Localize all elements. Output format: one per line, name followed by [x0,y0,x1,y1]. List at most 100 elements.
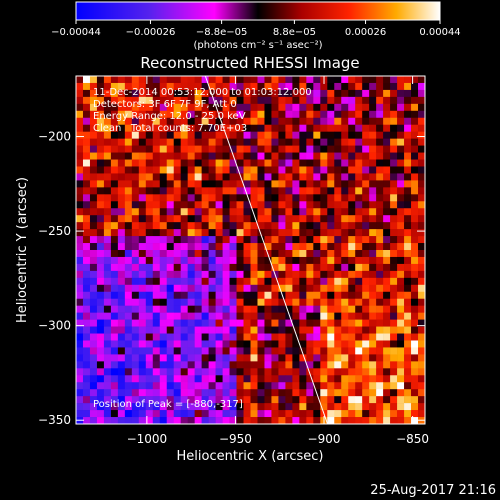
heatmap-cell [187,208,195,216]
heatmap-cell [292,263,300,272]
heatmap-cell [278,250,286,258]
heatmap-cell [243,256,251,265]
heatmap-cell [271,263,279,272]
heatmap-cell [229,403,237,411]
heatmap-cell [201,96,209,105]
heatmap-cell [82,103,91,112]
heatmap-cell [383,243,391,251]
heatmap-cell [187,117,195,126]
heatmap-cell [82,229,91,237]
heatmap-cell [89,173,98,181]
heatmap-cell [243,194,251,202]
heatmap-cell [110,180,119,188]
heatmap-cell [222,201,230,209]
heatmap-cell [236,417,244,424]
heatmap-cell [313,103,321,112]
heatmap-cell [236,333,244,341]
heatmap-cell [124,222,133,230]
heatmap-cell [257,277,265,286]
heatmap-cell [229,319,237,327]
heatmap-cell [306,229,314,237]
heatmap-cell [278,312,286,320]
heatmap-cell [131,284,140,293]
heatmap-cell [404,291,412,300]
heatmap-cell [194,305,202,313]
heatmap-cell [418,396,425,404]
heatmap-cell [278,403,286,411]
heatmap-cell [411,229,419,237]
heatmap-cell [411,159,419,167]
heatmap-cell [327,76,335,84]
heatmap-cell [257,382,265,390]
heatmap-cell [201,277,209,286]
heatmap-cell [236,180,244,188]
heatmap-cell [397,368,405,376]
heatmap-cell [138,319,147,327]
heatmap-cell [320,194,328,202]
heatmap-cell [341,270,349,279]
heatmap-cell [278,319,286,327]
heatmap-cell [131,243,140,251]
heatmap-cell [124,410,133,418]
heatmap-cell [243,305,251,313]
heatmap-cell [369,166,377,174]
heatmap-cell [383,131,391,139]
heatmap-cell [103,173,112,181]
heatmap-cell [229,159,237,167]
heatmap-cell [173,89,181,98]
heatmap-cell [257,368,265,376]
heatmap-cell [117,326,126,334]
heatmap-cell [96,277,105,286]
heatmap-cell [229,110,237,119]
heatmap-cell [124,103,133,112]
heatmap-cell [341,312,349,320]
heatmap-cell [215,319,223,327]
y-axis-ticks: −200−250−300−350 [38,130,425,427]
heatmap-cell [418,312,425,320]
heatmap-cell [285,333,293,341]
heatmap-cell [285,166,293,174]
heatmap-cell [341,117,349,126]
heatmap-cell [299,277,307,286]
heatmap-cell [278,417,286,424]
heatmap-cell [404,382,412,390]
heatmap-cell [201,396,209,404]
heatmap-cell [257,403,265,411]
heatmap-cell [243,354,251,362]
heatmap-cell [201,270,209,279]
heatmap-cell [250,187,258,195]
heatmap-cell [383,256,391,265]
heatmap-cell [355,312,363,320]
heatmap-cell [173,173,181,181]
heatmap-cell [383,396,391,404]
heatmap-cell [110,215,119,223]
heatmap-cell [292,410,300,418]
heatmap-cell [215,187,223,195]
heatmap-cell [117,173,126,181]
heatmap-cell [82,76,91,84]
heatmap-cell [271,131,279,139]
heatmap-cell [362,103,370,112]
heatmap-cell [383,263,391,272]
heatmap-cell [404,138,412,146]
heatmap-cell [341,284,349,293]
heatmap-cell [76,389,84,397]
heatmap-cell [264,96,272,105]
heatmap-cell [117,284,126,293]
heatmap-cell [348,180,356,188]
heatmap-cell [334,263,342,272]
heatmap-cell [124,131,133,139]
heatmap-cell [285,145,293,153]
heatmap-cell [145,124,154,132]
heatmap-cell [152,76,161,84]
heatmap-cell [159,194,168,202]
heatmap-cell [292,340,300,348]
heatmap-cell [222,76,230,84]
heatmap-cell [418,82,425,91]
heatmap-cell [397,389,405,397]
heatmap-cell [173,180,181,188]
heatmap-cell [76,333,84,341]
heatmap-cell [376,375,384,383]
heatmap-cell [194,131,202,139]
heatmap-cell [236,222,244,230]
